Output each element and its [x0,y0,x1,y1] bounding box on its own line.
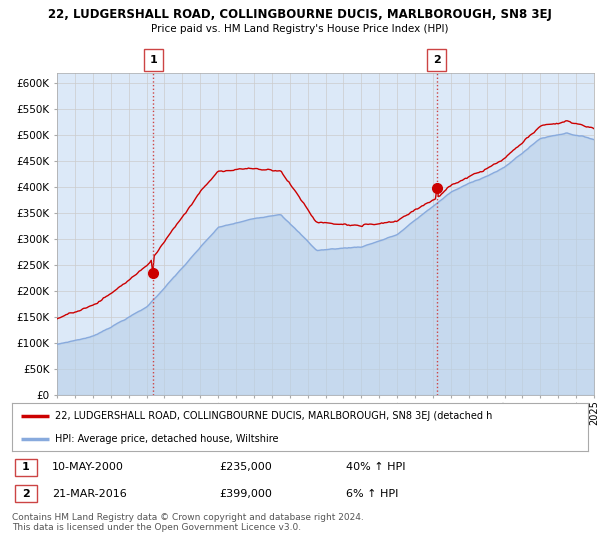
Text: 2: 2 [433,55,441,65]
FancyBboxPatch shape [144,49,163,71]
Text: 6% ↑ HPI: 6% ↑ HPI [346,489,398,499]
Text: 22, LUDGERSHALL ROAD, COLLINGBOURNE DUCIS, MARLBOROUGH, SN8 3EJ (detached h: 22, LUDGERSHALL ROAD, COLLINGBOURNE DUCI… [55,411,493,421]
Text: 22, LUDGERSHALL ROAD, COLLINGBOURNE DUCIS, MARLBOROUGH, SN8 3EJ: 22, LUDGERSHALL ROAD, COLLINGBOURNE DUCI… [48,8,552,21]
Text: 2: 2 [22,489,29,499]
Text: 10-MAY-2000: 10-MAY-2000 [52,462,124,472]
Text: Contains HM Land Registry data © Crown copyright and database right 2024.
This d: Contains HM Land Registry data © Crown c… [12,513,364,533]
Text: HPI: Average price, detached house, Wiltshire: HPI: Average price, detached house, Wilt… [55,434,278,444]
Text: Price paid vs. HM Land Registry's House Price Index (HPI): Price paid vs. HM Land Registry's House … [151,24,449,34]
FancyBboxPatch shape [15,486,37,502]
Text: 1: 1 [149,55,157,65]
Text: £235,000: £235,000 [220,462,272,472]
Text: 1: 1 [22,462,29,472]
Text: 21-MAR-2016: 21-MAR-2016 [52,489,127,499]
Text: 40% ↑ HPI: 40% ↑ HPI [346,462,406,472]
Text: £399,000: £399,000 [220,489,272,499]
FancyBboxPatch shape [15,459,37,475]
FancyBboxPatch shape [427,49,446,71]
